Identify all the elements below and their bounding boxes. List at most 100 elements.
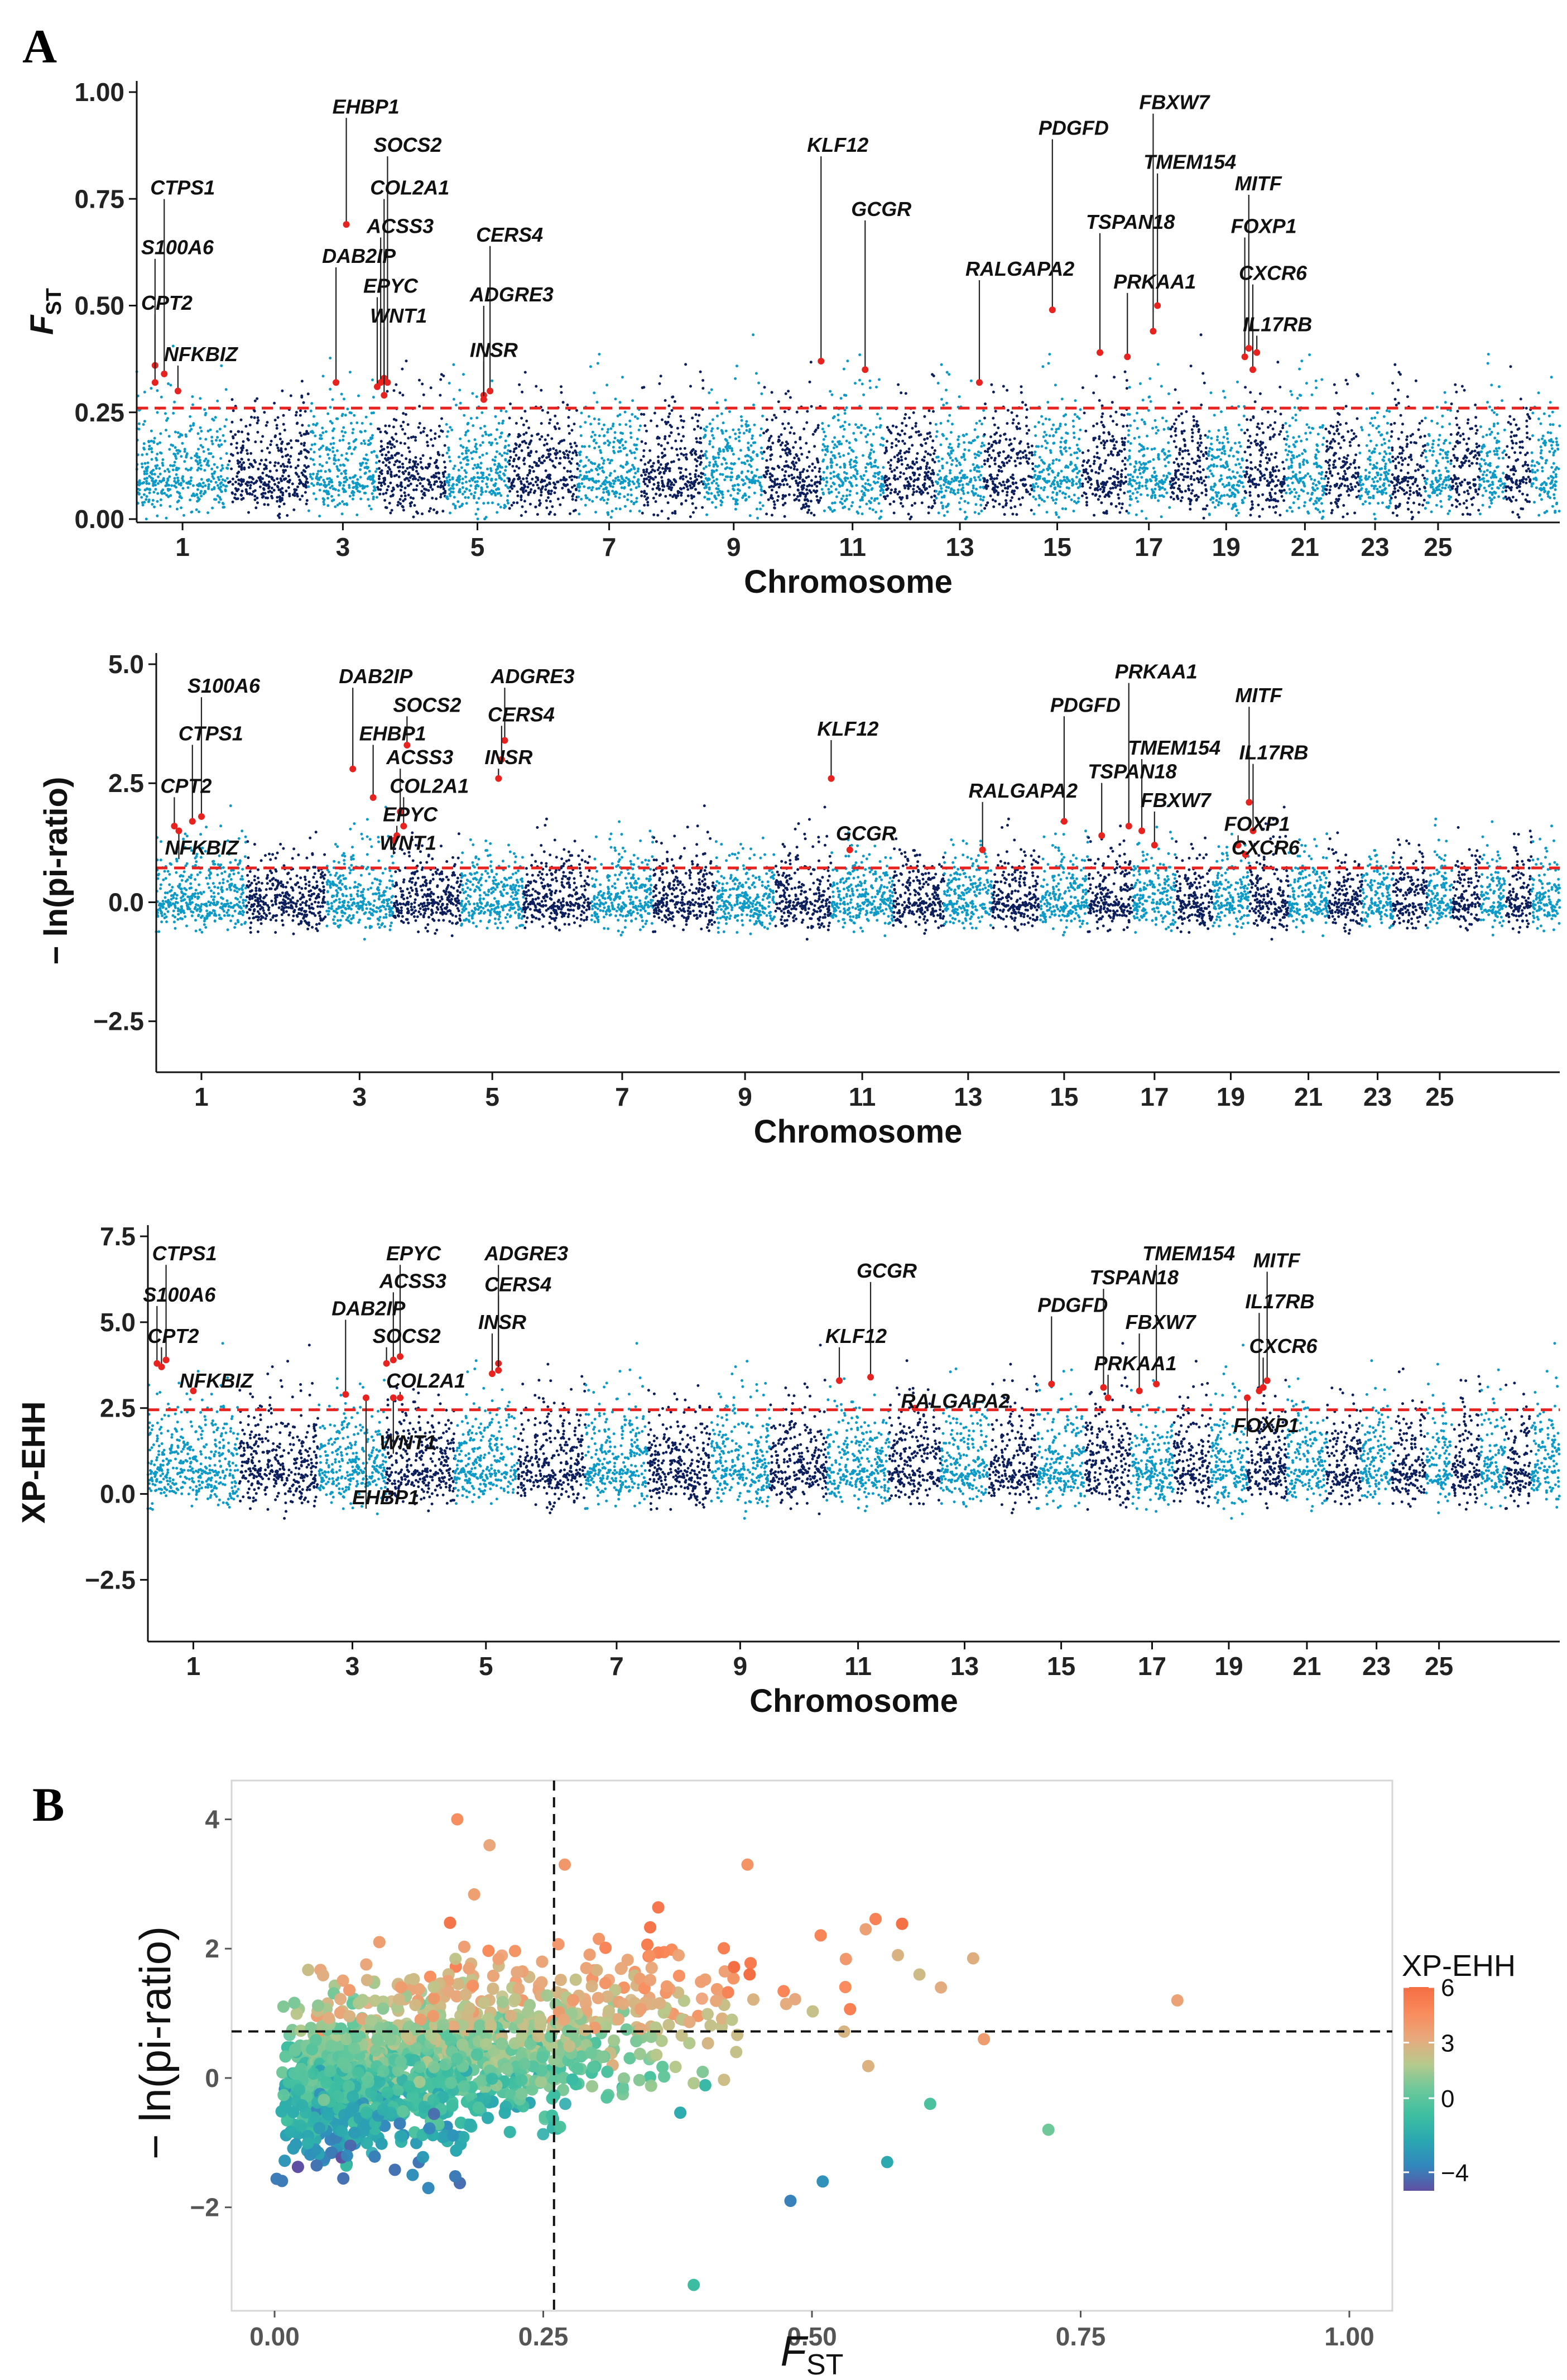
gene-point-CERS4 — [487, 387, 494, 395]
gene-point-TSPAN18 — [1098, 832, 1105, 839]
y-axis-title-sub: ST — [42, 288, 66, 315]
gene-point-RALGAPA2 — [911, 1404, 919, 1412]
joint-point — [337, 1974, 349, 1987]
gene-label-INSR: INSR — [484, 746, 532, 769]
x-tick-label: 15 — [1043, 532, 1071, 562]
y-tick-label: 7.5 — [100, 1222, 136, 1251]
gene-point-WNT1 — [390, 1394, 397, 1402]
joint-point — [569, 1973, 582, 1986]
joint-point — [718, 1965, 731, 1978]
joint-point — [449, 1952, 462, 1965]
joint-point — [601, 2065, 614, 2078]
joint-point — [662, 2018, 675, 2031]
gene-label-COL2A1: COL2A1 — [386, 1369, 465, 1392]
joint-point — [695, 1992, 708, 2005]
gene-label-NFKBIZ: NFKBIZ — [179, 1369, 254, 1392]
joint-point — [343, 1984, 355, 1997]
joint-point — [587, 2061, 599, 2074]
chromosome-23-points — [1359, 1359, 1394, 1505]
chromosome-11-points — [825, 1377, 891, 1513]
joint-point — [674, 2107, 687, 2119]
joint-point — [409, 2023, 422, 2036]
joint-point — [552, 1938, 565, 1951]
joint-point — [296, 2099, 309, 2112]
colorbar-tick-label: 3 — [1441, 2030, 1454, 2057]
joint-point — [583, 1949, 596, 1961]
x-axis-title-sub: ST — [806, 2349, 843, 2377]
joint-point — [563, 2040, 576, 2052]
joint-point — [743, 1968, 756, 1981]
joint-point — [294, 2119, 307, 2132]
joint-point — [325, 2146, 338, 2159]
gene-point-PRKAA1 — [1125, 823, 1132, 829]
chromosome-2-points — [245, 831, 327, 935]
joint-point — [337, 2057, 349, 2070]
joint-point — [935, 1981, 948, 1994]
gene-point-EHBP1 — [369, 794, 377, 801]
gene-label-CERS4: CERS4 — [484, 1273, 551, 1295]
joint-point — [645, 1961, 658, 1974]
joint-point — [373, 2075, 386, 2088]
joint-point — [369, 2044, 382, 2057]
joint-point — [291, 2161, 304, 2173]
joint-point — [692, 2009, 705, 2022]
joint-point — [442, 1985, 455, 1998]
chromosome-5-points — [460, 838, 525, 930]
gene-label-SOCS2: SOCS2 — [373, 1325, 441, 1347]
joint-point — [478, 1997, 491, 2009]
joint-point — [424, 1970, 436, 1983]
x-axis-title-main: F — [781, 2328, 809, 2375]
joint-point — [967, 1952, 979, 1965]
chromosome-18-points — [1169, 333, 1209, 520]
joint-point — [457, 2131, 470, 2143]
joint-point — [554, 2120, 566, 2133]
joint-point — [450, 2052, 463, 2065]
joint-point — [347, 2101, 360, 2114]
chromosome-8-points — [652, 804, 717, 933]
chromosome-27-points — [1479, 1368, 1507, 1509]
y-tick-label: 1.00 — [74, 78, 124, 107]
y-tick-label: 2.5 — [108, 769, 144, 798]
joint-point — [409, 1999, 422, 2012]
gene-label-PDGFD: PDGFD — [1039, 117, 1109, 140]
x-tick-label: 25 — [1425, 1652, 1453, 1681]
gene-label-EHBP1: EHBP1 — [333, 95, 400, 118]
gene-label-KLF12: KLF12 — [825, 1325, 887, 1347]
joint-point — [650, 2048, 663, 2061]
joint-point — [559, 1858, 571, 1871]
gene-point-EPYC — [397, 1353, 404, 1360]
joint-point — [487, 1969, 499, 1982]
chromosome-27-points — [1478, 353, 1506, 516]
joint-point — [324, 2065, 337, 2077]
chromosome-21-points — [1284, 353, 1326, 520]
joint-point — [816, 2175, 829, 2188]
chromosome-11-points — [820, 353, 886, 520]
gene-point-ACSS3 — [390, 1356, 397, 1364]
joint-point — [458, 1940, 470, 1953]
chromosome-3-points — [317, 1377, 388, 1515]
x-tick-label: 13 — [946, 532, 974, 562]
chromosome-4-points — [376, 359, 447, 519]
gene-point-FBXW7 — [1136, 1387, 1143, 1394]
gene-point-CXCR6 — [1249, 366, 1256, 373]
gene-label-DAB2IP: DAB2IP — [322, 244, 396, 267]
gene-label-EHBP1: EHBP1 — [352, 1486, 419, 1509]
chromosome-26-points — [1449, 383, 1481, 516]
manhattan-points — [135, 333, 1561, 521]
gene-label-CXCR6: CXCR6 — [1239, 262, 1308, 285]
joint-point — [537, 2128, 550, 2141]
chromosome-24-points — [1390, 363, 1427, 521]
chromosome-8-points — [640, 363, 705, 520]
joint-point — [310, 2159, 323, 2172]
gene-point-WNT1 — [381, 392, 388, 399]
joint-point — [371, 2033, 383, 2046]
joint-point — [777, 1985, 790, 1998]
gene-annotations: CTPS1 S100A6 CPT2 NFKBIZ EHBP1 SOCS2 COL2A1 ACS… — [141, 91, 1312, 403]
gene-label-IL17RB: IL17RB — [1239, 741, 1308, 764]
gene-label-WNT1: WNT1 — [370, 304, 427, 327]
joint-point — [645, 2079, 657, 2092]
joint-point — [641, 1938, 653, 1951]
joint-point — [1042, 2123, 1055, 2136]
joint-point — [566, 2073, 579, 2086]
